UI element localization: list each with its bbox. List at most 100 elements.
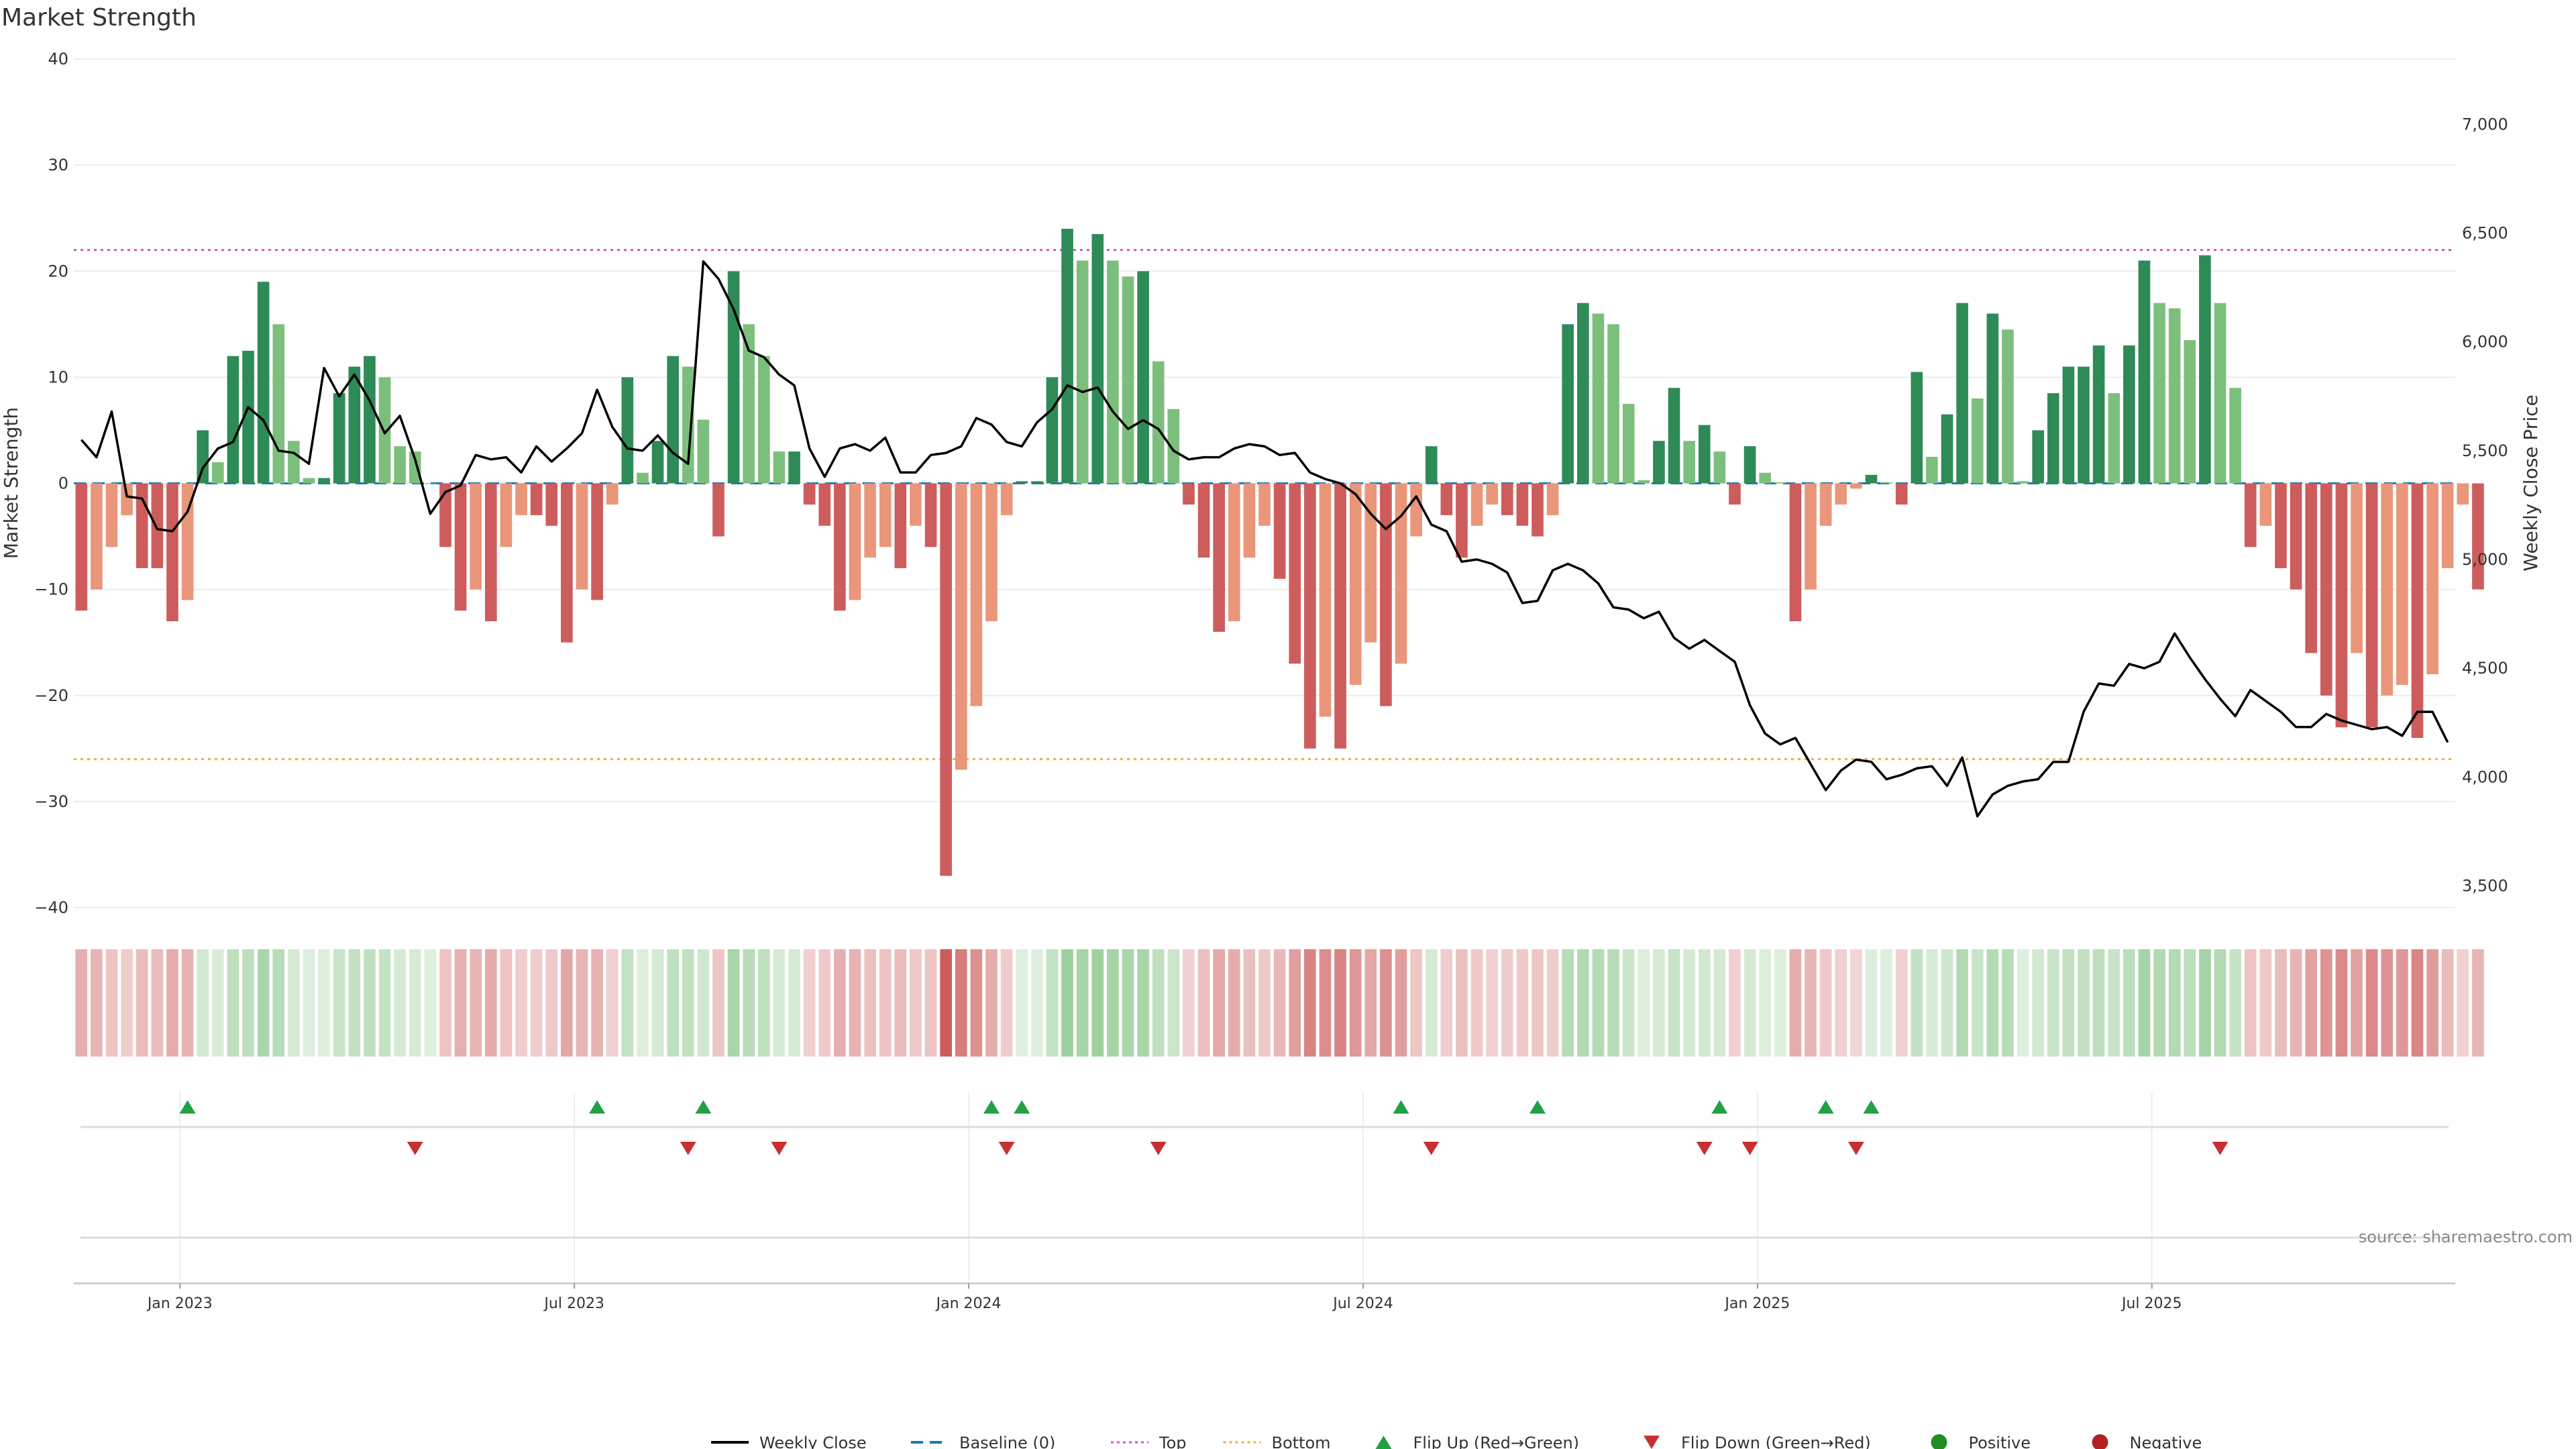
heat-cell bbox=[272, 949, 285, 1057]
heat-cell bbox=[1850, 949, 1862, 1057]
strength-bar bbox=[1364, 483, 1377, 643]
heat-cell bbox=[970, 949, 983, 1057]
strength-bar bbox=[2305, 483, 2318, 653]
flip-down-marker bbox=[1423, 1142, 1440, 1155]
strength-bar bbox=[727, 271, 740, 484]
heat-cell bbox=[2153, 949, 2165, 1057]
heat-cell bbox=[1137, 949, 1149, 1057]
heat-cell bbox=[318, 949, 330, 1057]
strength-bar bbox=[1941, 414, 1953, 484]
strength-bar bbox=[439, 483, 451, 547]
strength-bar bbox=[545, 483, 558, 526]
strength-bar bbox=[1319, 483, 1332, 717]
legend-label: Flip Up (Red→Green) bbox=[1413, 1434, 1580, 1449]
heat-cell bbox=[2229, 949, 2241, 1057]
strength-bar bbox=[2441, 483, 2454, 568]
heat-cell bbox=[2426, 949, 2438, 1057]
strength-bar bbox=[1759, 472, 1771, 484]
heat-cell bbox=[75, 949, 88, 1057]
flip-down-marker bbox=[407, 1142, 423, 1155]
heat-cell bbox=[1289, 949, 1301, 1057]
strength-bar bbox=[1911, 372, 1923, 484]
heat-cell bbox=[105, 949, 118, 1057]
legend-label: Positive bbox=[1969, 1434, 2031, 1449]
strength-bar bbox=[394, 446, 406, 484]
heat-cell bbox=[1607, 949, 1619, 1057]
heat-cell bbox=[1228, 949, 1240, 1057]
strength-bar bbox=[1061, 229, 1073, 484]
heat-cell bbox=[803, 949, 816, 1057]
strength-bar bbox=[606, 483, 619, 505]
strength-bar bbox=[242, 350, 254, 484]
strength-bar bbox=[1440, 483, 1453, 515]
strength-bar bbox=[1152, 361, 1165, 484]
heat-cell bbox=[2108, 949, 2121, 1057]
strength-bar bbox=[1865, 474, 1878, 484]
heat-cell bbox=[1546, 949, 1559, 1057]
heat-cell bbox=[727, 949, 740, 1057]
strength-bar bbox=[682, 366, 694, 484]
strength-bar bbox=[637, 472, 649, 484]
y-axis-title: Market Strength bbox=[0, 407, 22, 559]
strength-bar bbox=[818, 483, 831, 526]
heat-cell bbox=[394, 949, 406, 1057]
strength-bar bbox=[1986, 313, 1999, 484]
heat-cell bbox=[1122, 949, 1134, 1057]
heat-cell bbox=[1349, 949, 1362, 1057]
strength-bar bbox=[1971, 398, 1984, 484]
strength-bar bbox=[1698, 425, 1711, 484]
strength-bar bbox=[773, 451, 786, 484]
flip-down-marker bbox=[1150, 1142, 1167, 1155]
heat-cell bbox=[1183, 949, 1195, 1057]
heat-cell bbox=[1971, 949, 1984, 1057]
strength-bar bbox=[1456, 483, 1468, 558]
heat-cell bbox=[2078, 949, 2090, 1057]
flip-up-marker bbox=[1529, 1100, 1546, 1114]
strength-bar bbox=[1805, 483, 1817, 590]
flip-down-marker bbox=[998, 1142, 1015, 1155]
heat-cell bbox=[1562, 949, 1574, 1057]
heat-cell bbox=[940, 949, 952, 1057]
heat-cell bbox=[211, 949, 224, 1057]
strength-bar bbox=[1713, 451, 1726, 484]
y-tick-label: 20 bbox=[48, 262, 68, 280]
strength-bar bbox=[1683, 441, 1695, 484]
strength-bar bbox=[318, 478, 330, 484]
strength-bar bbox=[1501, 483, 1513, 515]
heat-cell bbox=[955, 949, 967, 1057]
heat-cell bbox=[288, 949, 300, 1057]
heat-cell bbox=[1577, 949, 1589, 1057]
strength-bar bbox=[576, 483, 588, 590]
heat-cell bbox=[1334, 949, 1346, 1057]
strength-bar bbox=[667, 356, 679, 484]
strength-bar bbox=[1546, 483, 1559, 515]
strength-bar bbox=[166, 483, 178, 622]
strength-bar bbox=[105, 483, 118, 547]
strength-bar bbox=[924, 483, 937, 547]
flip-markers bbox=[80, 1100, 2449, 1239]
heat-cell bbox=[1532, 949, 1544, 1057]
legend-item: Flip Down (Green→Red) bbox=[1644, 1434, 1871, 1449]
strength-bar bbox=[1819, 483, 1832, 526]
heat-cell bbox=[1986, 949, 1999, 1057]
heat-cell bbox=[606, 949, 619, 1057]
heat-cell bbox=[2092, 949, 2105, 1057]
strength-bar bbox=[211, 462, 224, 484]
heat-cell bbox=[439, 949, 451, 1057]
strength-bar bbox=[697, 419, 710, 484]
heat-cell bbox=[2199, 949, 2211, 1057]
strength-bar bbox=[2411, 483, 2424, 738]
strength-bar bbox=[1091, 233, 1104, 484]
heat-cell bbox=[818, 949, 831, 1057]
strength-bar bbox=[333, 393, 345, 484]
strength-bar bbox=[2199, 255, 2211, 484]
strength-bar bbox=[894, 483, 907, 568]
heat-cell bbox=[1440, 949, 1453, 1057]
strength-bar bbox=[2002, 329, 2014, 484]
heat-cell bbox=[2259, 949, 2272, 1057]
strength-bar bbox=[910, 483, 922, 526]
flip-down-marker bbox=[2212, 1142, 2229, 1155]
heat-cell bbox=[136, 949, 148, 1057]
strength-bar bbox=[2138, 260, 2151, 484]
strength-bar bbox=[1592, 313, 1605, 484]
